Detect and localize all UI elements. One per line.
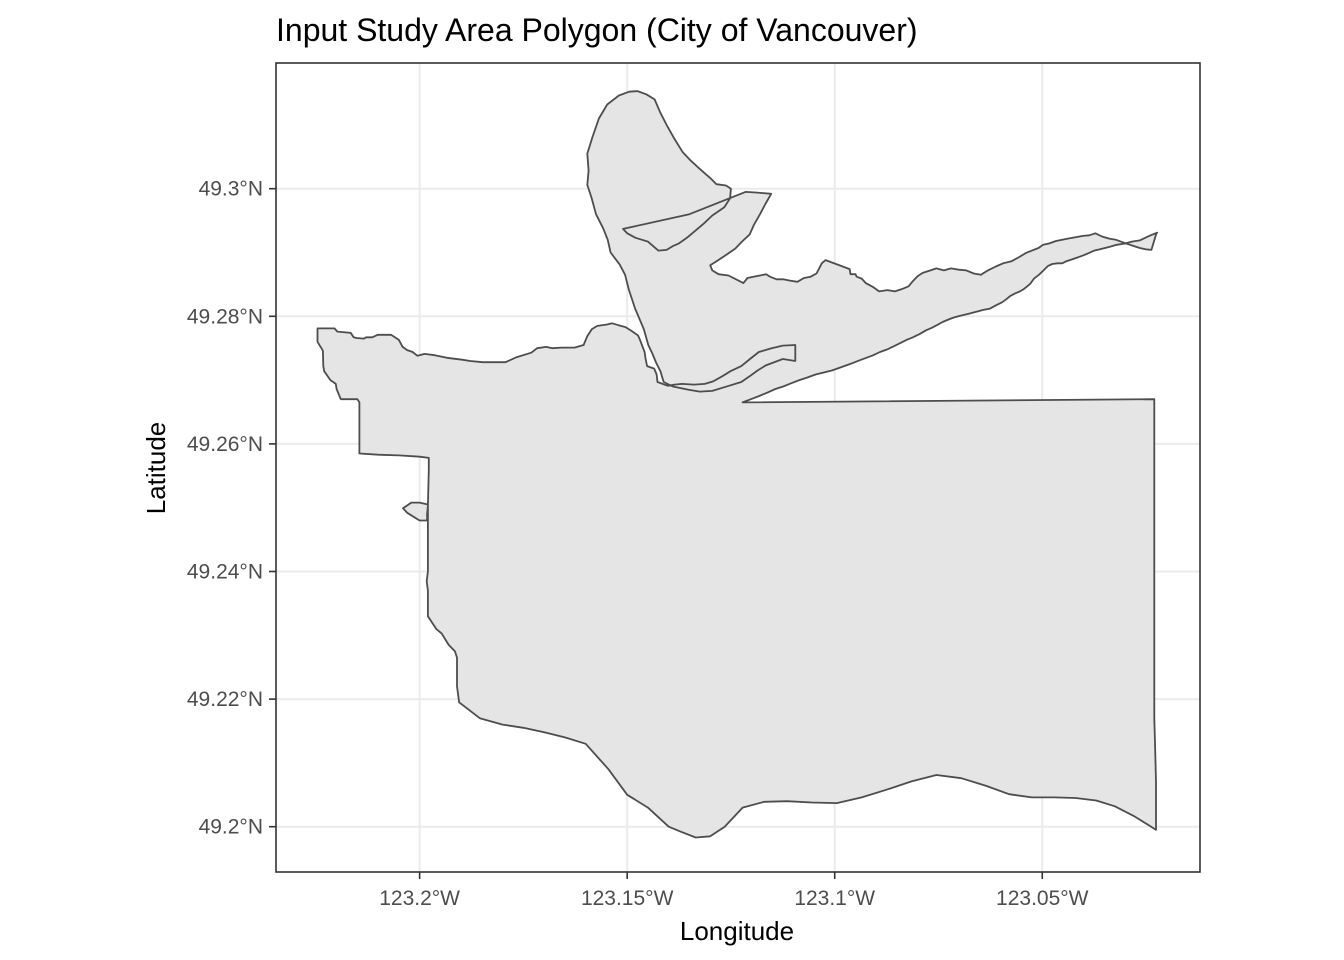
x-axis-title: Longitude [680, 916, 794, 946]
y-tick-label: 49.26°N [187, 433, 263, 456]
y-tick-label: 49.3°N [199, 178, 263, 201]
y-tick-label: 49.22°N [187, 688, 263, 711]
axes: 123.2°W 123.15°W 123.1°W 123.05°W 49.2°N 49.2… [187, 178, 1089, 910]
y-tick-label: 49.24°N [187, 560, 263, 583]
y-axis-title: Latitude [141, 422, 171, 515]
panel-border [275, 62, 1201, 873]
y-tick-label: 49.28°N [187, 305, 263, 328]
x-tick-label: 123.1°W [794, 887, 875, 910]
chart-title: Input Study Area Polygon (City of Vancou… [276, 12, 918, 48]
study-area-polygon [316, 90, 1159, 839]
x-tick-label: 123.2°W [379, 887, 460, 910]
y-tick-label: 49.2°N [199, 816, 263, 839]
x-tick-label: 123.15°W [581, 887, 674, 910]
x-tick-label: 123.05°W [996, 887, 1089, 910]
